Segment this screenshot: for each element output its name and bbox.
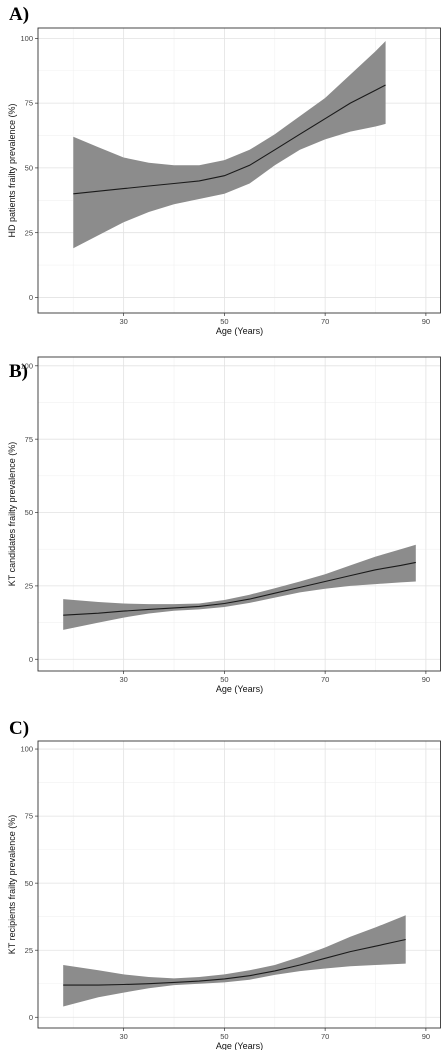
x-tick-label: 30 xyxy=(119,317,127,326)
y-tick-label: 50 xyxy=(25,508,33,517)
chart-panel-1: A) 0 25 50 75 100 30 50 70 90 Age (Years) HD patien… xyxy=(7,4,441,336)
confidence-band xyxy=(63,544,416,630)
x-tick-label: 50 xyxy=(220,675,228,684)
y-tick-label: 100 xyxy=(20,361,33,370)
x-axis-title: Age (Years) xyxy=(216,326,263,336)
y-tick-label: 0 xyxy=(29,1013,33,1022)
panel-label: A) xyxy=(9,4,29,25)
y-tick-label: 25 xyxy=(25,581,33,590)
x-tick-label: 50 xyxy=(220,1032,228,1041)
y-tick-label: 0 xyxy=(29,655,33,664)
y-tick-label: 25 xyxy=(25,228,33,237)
y-axis-title: KT candidates frailty prevalence (%) xyxy=(7,442,17,586)
panel-label: B) xyxy=(9,361,28,382)
x-tick-label: 70 xyxy=(321,675,329,684)
panel-label: C) xyxy=(9,718,29,739)
y-tick-label: 100 xyxy=(20,34,33,43)
y-tick-label: 100 xyxy=(20,745,33,754)
plot-area xyxy=(38,357,441,671)
y-tick-label: 50 xyxy=(25,164,33,173)
y-tick-label: 25 xyxy=(25,946,33,955)
trend-line xyxy=(63,561,416,616)
x-tick-label: 50 xyxy=(220,317,228,326)
x-tick-label: 70 xyxy=(321,1032,329,1041)
x-axis-title: Age (Years) xyxy=(216,684,263,694)
x-tick-label: 90 xyxy=(422,675,430,684)
x-tick-label: 70 xyxy=(321,317,329,326)
y-tick-label: 75 xyxy=(25,435,33,444)
chart-panel-3: C) 0 25 50 75 100 30 50 70 90 Age (Years) KT recipi… xyxy=(7,718,441,1050)
y-tick-label: 0 xyxy=(29,293,33,302)
x-tick-label: 30 xyxy=(119,675,127,684)
y-tick-label: 75 xyxy=(25,99,33,108)
x-tick-label: 90 xyxy=(422,317,430,326)
chart-panel-2: B) 0 25 50 75 100 30 50 70 90 Age (Years) KT candid… xyxy=(7,356,441,694)
x-tick-label: 30 xyxy=(119,1032,127,1041)
x-tick-label: 90 xyxy=(422,1032,430,1041)
trend-line xyxy=(63,938,406,986)
y-axis-title: KT recipients frailty prevalence (%) xyxy=(7,815,17,954)
confidence-band xyxy=(73,41,386,249)
y-tick-label: 75 xyxy=(25,812,33,821)
y-axis-title: HD patients frailty prevalence (%) xyxy=(7,103,17,237)
trend-line xyxy=(73,84,386,195)
y-tick-label: 50 xyxy=(25,879,33,888)
x-axis-title: Age (Years) xyxy=(216,1041,263,1050)
